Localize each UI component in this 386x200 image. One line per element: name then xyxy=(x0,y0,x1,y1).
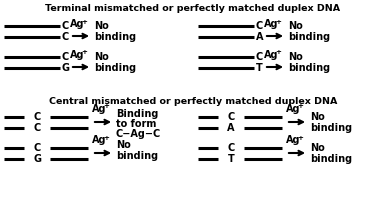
Text: C: C xyxy=(256,52,263,62)
Text: Ag: Ag xyxy=(70,50,85,60)
Text: +: + xyxy=(81,19,87,24)
Text: No: No xyxy=(94,21,109,31)
Text: binding: binding xyxy=(288,63,330,73)
Text: Ag: Ag xyxy=(92,135,107,145)
Text: Binding: Binding xyxy=(116,109,158,119)
Text: No: No xyxy=(94,52,109,62)
Text: Ag: Ag xyxy=(92,104,107,114)
Text: C: C xyxy=(62,21,69,31)
Text: binding: binding xyxy=(94,63,136,73)
Text: binding: binding xyxy=(310,123,352,133)
Text: G: G xyxy=(33,154,41,164)
Text: G: G xyxy=(62,63,70,73)
Text: T: T xyxy=(228,154,234,164)
Text: binding: binding xyxy=(94,32,136,42)
Text: C: C xyxy=(256,21,263,31)
Text: Ag: Ag xyxy=(264,50,279,60)
Text: C: C xyxy=(33,123,41,133)
Text: +: + xyxy=(276,49,281,55)
Text: No: No xyxy=(288,52,303,62)
Text: +: + xyxy=(298,104,303,110)
Text: +: + xyxy=(81,49,87,55)
Text: binding: binding xyxy=(310,154,352,164)
Text: Central mismatched or perfectly matched duplex DNA: Central mismatched or perfectly matched … xyxy=(49,97,337,106)
Text: Terminal mismatched or perfectly matched duplex DNA: Terminal mismatched or perfectly matched… xyxy=(46,4,340,13)
Text: C: C xyxy=(227,143,235,153)
Text: C: C xyxy=(33,143,41,153)
Text: binding: binding xyxy=(288,32,330,42)
Text: C: C xyxy=(33,112,41,122)
Text: C−Ag−C: C−Ag−C xyxy=(116,129,161,139)
Text: C: C xyxy=(62,32,69,42)
Text: +: + xyxy=(276,19,281,24)
Text: Ag: Ag xyxy=(286,104,300,114)
Text: to form: to form xyxy=(116,119,156,129)
Text: Ag: Ag xyxy=(286,135,300,145)
Text: Ag: Ag xyxy=(70,19,85,29)
Text: T: T xyxy=(256,63,263,73)
Text: Ag: Ag xyxy=(264,19,279,29)
Text: A: A xyxy=(227,123,235,133)
Text: +: + xyxy=(103,134,109,140)
Text: +: + xyxy=(103,104,109,110)
Text: No: No xyxy=(310,143,325,153)
Text: No: No xyxy=(116,140,131,150)
Text: +: + xyxy=(298,134,303,140)
Text: No: No xyxy=(310,112,325,122)
Text: C: C xyxy=(227,112,235,122)
Text: No: No xyxy=(288,21,303,31)
Text: C: C xyxy=(62,52,69,62)
Text: A: A xyxy=(256,32,264,42)
Text: binding: binding xyxy=(116,151,158,161)
